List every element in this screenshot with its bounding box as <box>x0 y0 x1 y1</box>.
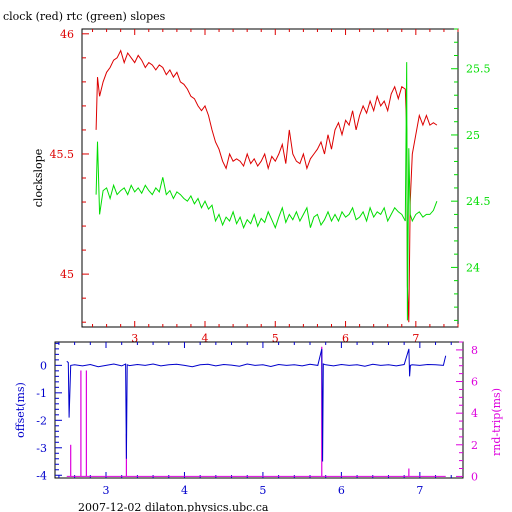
round-trip-y-axis <box>456 341 463 477</box>
top-x-axis <box>92 29 459 327</box>
top-x-tick-labels: 3 4 5 6 7 <box>131 332 419 345</box>
offset-tick-label: -2 <box>36 414 47 427</box>
round-trip-tick-label: 2 <box>471 439 478 452</box>
bottom-x-tick-label: 5 <box>259 484 266 497</box>
offset-y-axis <box>55 342 62 476</box>
bottom-plot-frame <box>54 341 464 479</box>
bottom-x-axis-caption: 2007-12-02 dilaton.physics.ubc.ca <box>78 501 269 512</box>
top-right-tick-label: 25 <box>466 129 480 142</box>
top-right-y-axis <box>451 28 458 321</box>
offset-axis-label: offset(ms) <box>14 382 27 438</box>
top-right-tick-labels: 24 24.5 25 25.5 <box>466 63 491 275</box>
bottom-x-tick-label: 4 <box>181 484 188 497</box>
top-left-tick-labels: 45 45.5 46 <box>50 28 75 281</box>
round-trip-tick-labels: 0 2 4 6 8 <box>471 344 478 484</box>
top-left-y-axis <box>82 33 89 323</box>
top-right-tick-label: 24 <box>466 261 480 274</box>
round-trip-tick-label: 6 <box>471 376 478 389</box>
top-chart-title: clock (red) rtc (green) slopes <box>3 10 166 23</box>
rtc-slope-series-line <box>95 62 438 321</box>
top-right-tick-label: 24.5 <box>466 195 491 208</box>
round-trip-series <box>66 346 446 477</box>
top-left-tick-label: 45.5 <box>50 148 75 161</box>
top-left-tick-label: 45 <box>60 268 74 281</box>
top-left-tick-label: 46 <box>60 28 74 41</box>
offset-tick-label: -3 <box>36 442 47 455</box>
top-x-tick-label: 7 <box>412 332 419 345</box>
round-trip-tick-label: 0 <box>471 470 478 483</box>
offset-series-line <box>66 348 447 462</box>
top-plot-frame <box>81 28 459 328</box>
top-right-tick-label: 25.5 <box>466 63 491 76</box>
offset-tick-label: 0 <box>40 359 47 372</box>
bottom-x-axis <box>58 342 452 478</box>
bottom-x-tick-label: 6 <box>338 484 345 497</box>
offset-tick-label: -1 <box>36 387 47 400</box>
top-left-axis-label: clockslope <box>32 149 45 207</box>
clock-slope-series-line <box>95 49 438 323</box>
bottom-x-tick-labels: 3 4 5 6 7 <box>103 484 424 497</box>
round-trip-tick-label: 8 <box>471 344 478 357</box>
top-x-tick-label: 6 <box>342 332 349 345</box>
top-x-tick-label: 5 <box>272 332 279 345</box>
bottom-x-tick-label: 3 <box>103 484 110 497</box>
round-trip-axis-label: rnd-trip(ms) <box>490 388 503 456</box>
round-trip-tick-label: 4 <box>471 407 478 420</box>
top-x-tick-label: 4 <box>201 332 208 345</box>
offset-tick-labels: -4 -3 -2 -1 0 <box>36 359 47 482</box>
top-x-tick-label: 3 <box>131 332 138 345</box>
bottom-x-tick-label: 7 <box>416 484 423 497</box>
offset-tick-label: -4 <box>36 469 47 482</box>
